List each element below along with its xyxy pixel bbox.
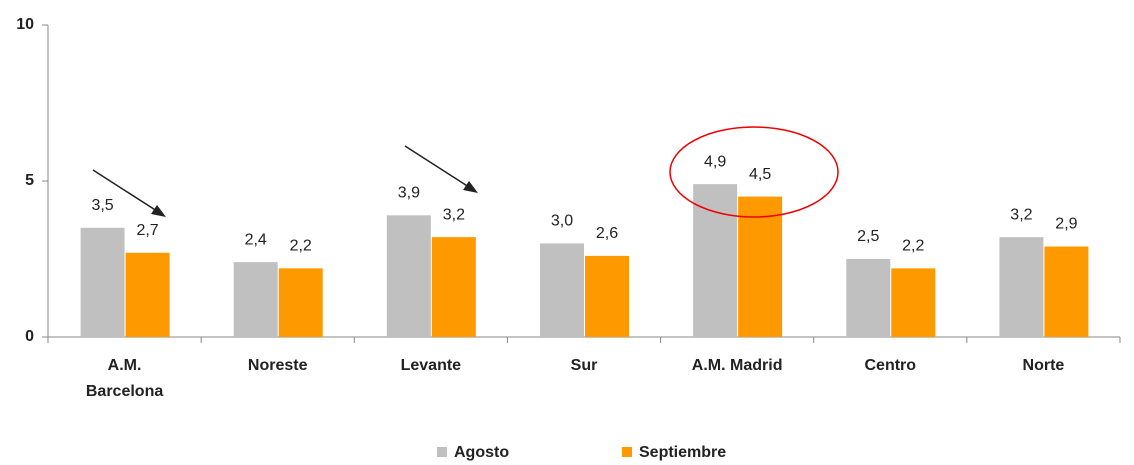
bar [1044,246,1089,337]
bar [386,215,431,337]
bar [585,255,629,337]
annotation-arrow [92,169,161,214]
bar [125,252,170,337]
value-label: 3,9 [398,185,420,202]
x-tick-label-box: Centro [864,357,917,374]
x-tick-label: Sur [570,357,598,374]
x-tick-label: Norte [1022,357,1065,374]
x-tick-label: A.M. Madrid [691,357,783,374]
x-tick-label-box: Levante [400,357,462,374]
legend-swatch [437,447,447,457]
bar [278,268,323,337]
bar [431,237,476,337]
value-label: 2,2 [902,238,924,255]
value-label: 2,6 [596,225,618,242]
legend-label: Septiembre [639,444,726,461]
x-tick-label-box: Norte [1022,357,1065,374]
value-label: 2,4 [245,231,267,248]
value-label: 3,5 [91,197,113,214]
bar [233,262,278,337]
y-tick-label: 0 [25,328,34,345]
value-label: 2,5 [857,228,879,245]
bar [693,184,738,337]
y-tick-label: 10 [16,16,34,33]
bar [80,227,125,337]
bar [738,196,783,337]
legend-swatch [622,447,632,457]
bar [540,243,584,337]
bar [846,259,891,337]
x-tick-label: Levante [400,357,462,374]
bar [999,237,1044,337]
annotation-arrow [404,145,473,190]
value-label: 4,5 [749,166,771,183]
x-tick-label-box: A.M. Madrid [691,357,783,374]
value-label: 3,2 [443,206,465,223]
value-label: 2,2 [290,238,312,255]
annotation-arrowhead [463,181,478,193]
annotation-arrowhead [151,205,166,217]
x-tick-label: Centro [864,357,917,374]
x-tick-label-box: Noreste [247,357,308,374]
value-label: 2,9 [1055,216,1077,233]
value-label: 4,9 [704,153,726,170]
x-tick-label-box: Sur [570,357,598,374]
value-label: 3,2 [1010,206,1032,223]
value-label: 3,0 [551,213,573,230]
x-tick-label: Noreste [247,357,308,374]
legend-label: Agosto [454,444,509,461]
annotation-circle [669,126,839,218]
value-label: 2,7 [136,222,158,239]
bar [891,268,936,337]
x-tick-label-box: A.M. Barcelona [85,357,164,400]
x-tick-label: A.M. Barcelona [85,357,164,400]
y-tick-label: 5 [25,172,34,189]
